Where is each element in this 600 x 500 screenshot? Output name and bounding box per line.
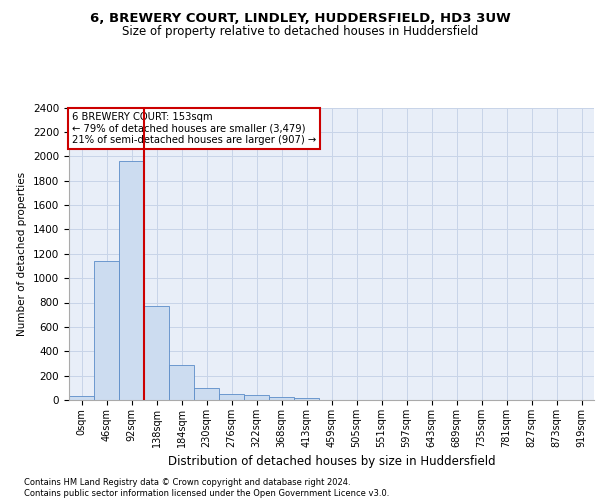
Bar — [219, 394, 244, 400]
X-axis label: Distribution of detached houses by size in Huddersfield: Distribution of detached houses by size … — [167, 456, 496, 468]
Bar — [169, 364, 194, 400]
Bar — [294, 398, 319, 400]
Y-axis label: Number of detached properties: Number of detached properties — [17, 172, 28, 336]
Text: Size of property relative to detached houses in Huddersfield: Size of property relative to detached ho… — [122, 25, 478, 38]
Bar — [94, 261, 119, 400]
Text: 6, BREWERY COURT, LINDLEY, HUDDERSFIELD, HD3 3UW: 6, BREWERY COURT, LINDLEY, HUDDERSFIELD,… — [89, 12, 511, 26]
Bar — [194, 388, 219, 400]
Text: Contains public sector information licensed under the Open Government Licence v3: Contains public sector information licen… — [24, 489, 389, 498]
Bar — [269, 397, 294, 400]
Bar — [144, 306, 169, 400]
Bar — [69, 396, 94, 400]
Text: 6 BREWERY COURT: 153sqm
← 79% of detached houses are smaller (3,479)
21% of semi: 6 BREWERY COURT: 153sqm ← 79% of detache… — [71, 112, 316, 145]
Bar — [119, 161, 144, 400]
Bar — [244, 394, 269, 400]
Text: Contains HM Land Registry data © Crown copyright and database right 2024.: Contains HM Land Registry data © Crown c… — [24, 478, 350, 487]
